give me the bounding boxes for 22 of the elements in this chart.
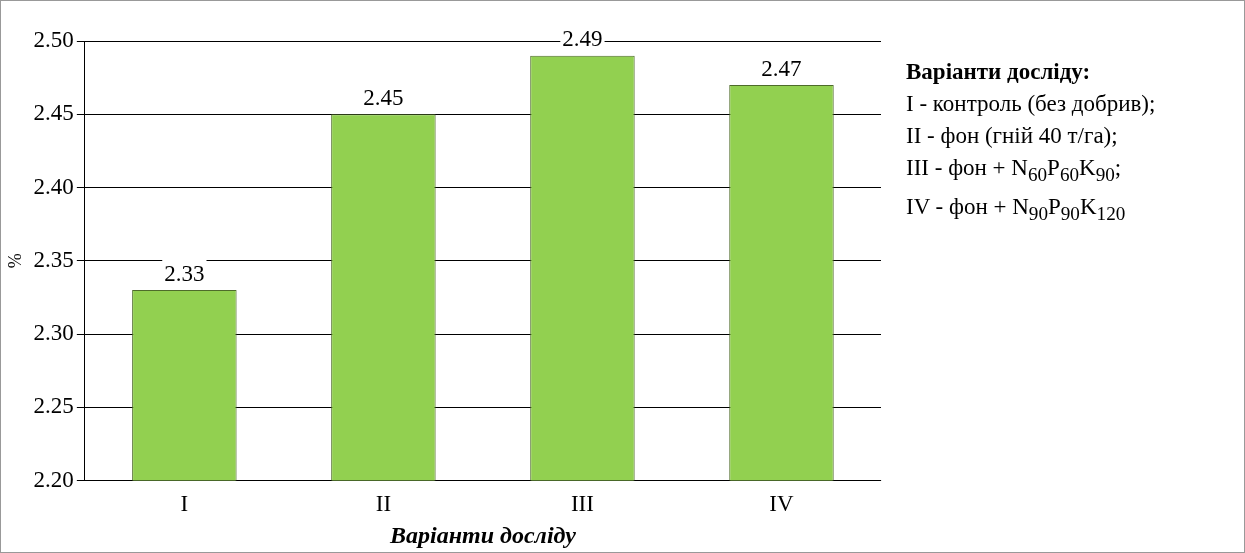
y-tick-label: 2.30 xyxy=(33,320,74,346)
y-axis-title: % xyxy=(4,253,25,269)
x-tick-label: IV xyxy=(769,491,794,517)
data-label: 2.47 xyxy=(761,55,802,81)
data-label: 2.49 xyxy=(562,26,603,52)
text: I - контроль (без добрив); xyxy=(906,90,1157,118)
text: III - фон + N$_{60}$P$_{60}$K$_{90}$; xyxy=(906,154,1123,187)
y-tick-label: 2.25 xyxy=(33,393,74,419)
x-axis-title: Варіанти досліду xyxy=(389,521,577,548)
text: II - фон (гній 40 т/га); xyxy=(906,122,1119,150)
y-tick-label: 2.45 xyxy=(33,100,74,126)
data-label: 2.45 xyxy=(363,84,404,110)
x-tick-label: II xyxy=(375,491,392,517)
y-tick-label: 2.35 xyxy=(33,246,74,272)
y-tick-label: 2.40 xyxy=(33,173,74,199)
text: IV - фон + N$_{90}$P$_{90}$K$_{120}$ xyxy=(906,192,1127,226)
data-label: 2.33 xyxy=(164,260,205,286)
x-tick-label: I xyxy=(180,491,189,517)
y-tick-label: 2.50 xyxy=(33,27,74,53)
text: Варіанти досліду: xyxy=(906,58,1092,86)
y-tick-label: 2.20 xyxy=(33,466,74,492)
x-tick-label: III xyxy=(570,491,594,517)
